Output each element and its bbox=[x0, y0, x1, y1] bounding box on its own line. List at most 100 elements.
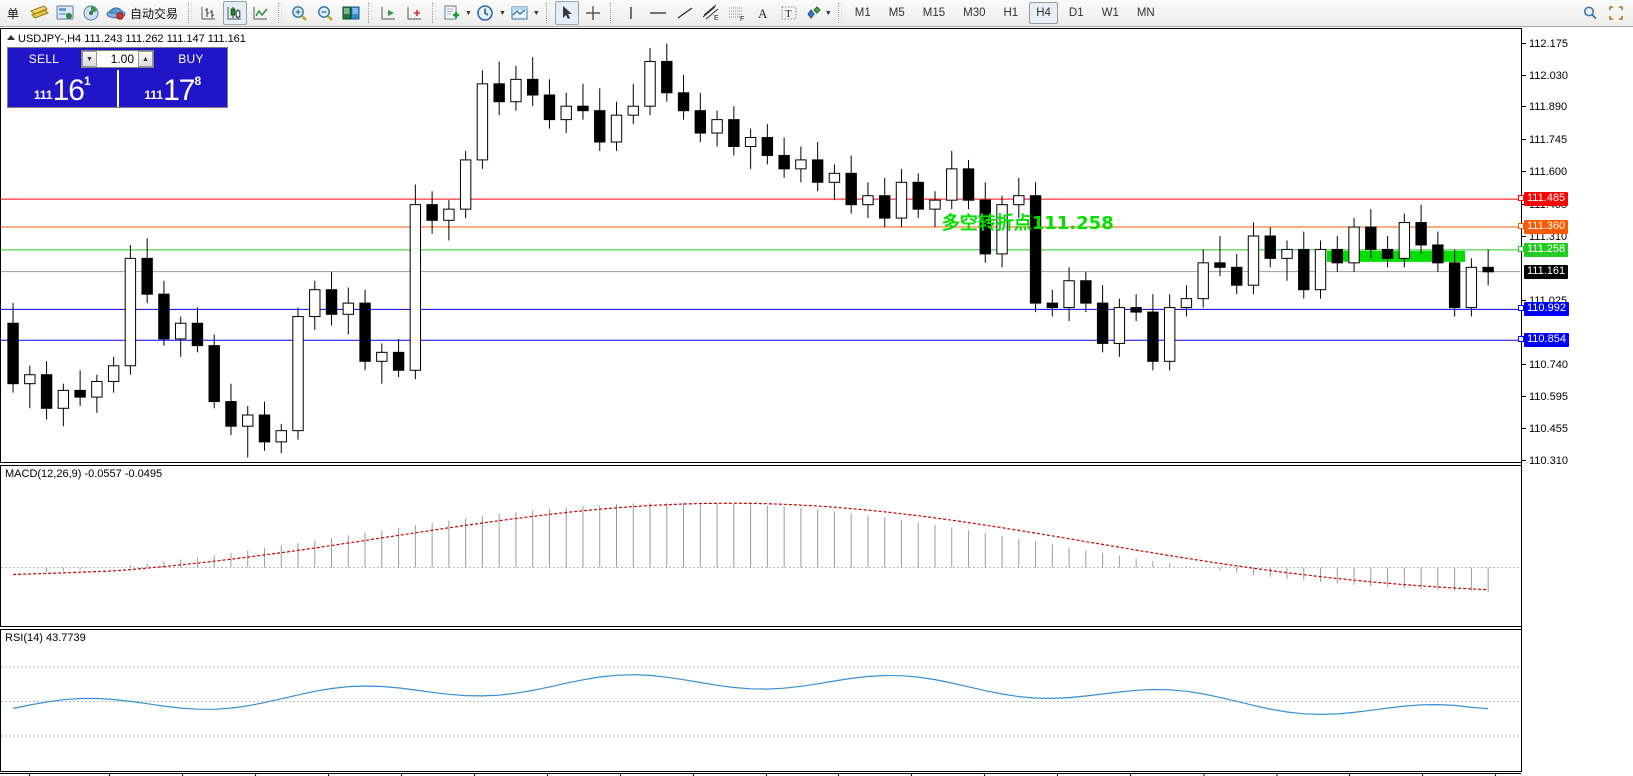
toolbar-separator bbox=[837, 3, 842, 23]
candlestick-chart-icon[interactable] bbox=[223, 1, 248, 25]
bar-chart-icon[interactable] bbox=[197, 1, 221, 25]
one-click-trading-panel[interactable]: SELL ▼ 1.00 ▲ BUY 111 16 1 111 17 8 bbox=[7, 47, 228, 108]
timeframe-m5[interactable]: M5 bbox=[888, 7, 905, 19]
chevron-down-icon[interactable]: ▼ bbox=[498, 9, 506, 17]
navigator-icon[interactable] bbox=[53, 1, 77, 25]
price-tag-last-price-line[interactable]: 111.161 bbox=[1524, 264, 1569, 279]
pivot-annotation: 多空转折点111.258 bbox=[941, 213, 1114, 235]
timeframe-mn[interactable]: MN bbox=[1136, 7, 1155, 19]
price-tick: 111.600 bbox=[1522, 167, 1567, 178]
timeframe-h4[interactable]: H4 bbox=[1029, 2, 1058, 24]
templates-icon[interactable]: ▼ bbox=[509, 1, 541, 25]
price-tick: 111.890 bbox=[1522, 102, 1567, 113]
gold-bars-icon[interactable] bbox=[27, 1, 51, 25]
svg-text:A: A bbox=[758, 6, 768, 21]
horizontal-line-icon[interactable] bbox=[645, 1, 671, 25]
line-handle[interactable] bbox=[1518, 223, 1524, 230]
one-click-price-row: 111 16 1 111 17 8 bbox=[8, 70, 227, 107]
time-scale[interactable]: 22 Feb 201925 Feb 04:0025 Feb 20:0026 Fe… bbox=[0, 773, 1521, 776]
new-order-label: 单 bbox=[6, 6, 19, 21]
price-scale[interactable]: 112.175 112.030 111.890 111.745 111.600 111.4… bbox=[1518, 28, 1633, 772]
macd-plot bbox=[1, 502, 1520, 592]
svg-text:T: T bbox=[785, 8, 792, 20]
timeframe-w1[interactable]: W1 bbox=[1101, 7, 1119, 19]
chart-shift-icon[interactable] bbox=[403, 1, 427, 25]
svg-text:F: F bbox=[740, 16, 744, 22]
clock-icon[interactable]: ▼ bbox=[475, 1, 507, 25]
toolbar-right-group bbox=[1577, 1, 1633, 25]
new-order-button[interactable]: 单 bbox=[1, 1, 25, 25]
macd-label: MACD(12,26,9) -0.0557 -0.0495 bbox=[5, 468, 163, 480]
rsi-plot bbox=[1, 666, 1520, 737]
timeframe-h1[interactable]: H1 bbox=[1003, 7, 1019, 19]
chart-container[interactable]: USDJPY-,H4 111.243 111.262 111.147 111.1… bbox=[0, 27, 1633, 776]
zoom-out-icon[interactable] bbox=[313, 1, 337, 25]
search-icon[interactable] bbox=[1578, 1, 1602, 25]
toolbar-separator bbox=[545, 3, 550, 23]
symbol-text: USDJPY-,H4 bbox=[18, 33, 82, 45]
volume-decrease-button[interactable]: ▼ bbox=[82, 51, 97, 67]
timeframe-m15[interactable]: M15 bbox=[922, 7, 946, 19]
line-handle[interactable] bbox=[1518, 336, 1524, 343]
price-plot bbox=[1, 43, 1520, 458]
price-tag-support-line[interactable]: 110.992 bbox=[1524, 302, 1569, 317]
price-tick: 110.310 bbox=[1522, 456, 1568, 467]
buy-price[interactable]: 111 17 8 bbox=[116, 70, 228, 107]
price-tick: 110.740 bbox=[1522, 359, 1568, 371]
price-tick: 112.175 bbox=[1522, 38, 1568, 50]
zoom-in-icon[interactable] bbox=[287, 1, 311, 25]
timeframe-m1[interactable]: M1 bbox=[854, 7, 871, 19]
price-tick: 110.595 bbox=[1522, 392, 1568, 403]
rsi-label: RSI(14) 43.7739 bbox=[5, 632, 86, 644]
text-label-icon[interactable]: T bbox=[777, 1, 801, 25]
toolbar-separator bbox=[609, 3, 614, 23]
chevron-down-icon[interactable]: ▼ bbox=[465, 9, 472, 17]
crosshair-icon[interactable] bbox=[581, 1, 605, 25]
price-tick: 110.455 bbox=[1522, 423, 1568, 435]
price-tag-resistance-line[interactable]: 111.485 bbox=[1524, 192, 1569, 207]
objects-icon[interactable]: ▼ bbox=[803, 1, 833, 25]
buy-price-lead: 111 bbox=[144, 88, 164, 102]
radar-icon[interactable] bbox=[79, 1, 103, 25]
fullscreen-icon[interactable] bbox=[1604, 1, 1628, 25]
macd-pane[interactable]: MACD(12,26,9) -0.0557 -0.0495 0.35080.00… bbox=[0, 465, 1577, 627]
fibonacci-icon[interactable]: F bbox=[725, 1, 749, 25]
price-tick: 112.030 bbox=[1522, 71, 1568, 82]
timeframe-m30[interactable]: M30 bbox=[963, 7, 986, 19]
timeframe-d1[interactable]: D1 bbox=[1068, 7, 1084, 19]
volume-input[interactable]: 1.00 bbox=[110, 52, 134, 66]
buy-button[interactable]: BUY bbox=[178, 52, 204, 66]
text-a-icon[interactable]: A bbox=[751, 1, 775, 25]
price-tag-resistance-line[interactable]: 111.360 bbox=[1524, 220, 1569, 235]
volume-increase-button[interactable]: ▲ bbox=[138, 51, 153, 67]
sell-button[interactable]: SELL bbox=[28, 52, 60, 66]
auto-trading-button[interactable]: 自动交易 bbox=[105, 1, 183, 25]
chevron-down-icon[interactable]: ▼ bbox=[824, 9, 832, 17]
main-toolbar: 单 bbox=[0, 0, 1633, 27]
indicators-icon[interactable]: ▼ bbox=[441, 1, 473, 25]
tile-windows-icon[interactable] bbox=[339, 1, 363, 25]
line-handle[interactable] bbox=[1518, 245, 1524, 252]
vertical-line-icon[interactable] bbox=[619, 1, 643, 25]
auto-scroll-icon[interactable] bbox=[377, 1, 401, 25]
price-tag-support-line[interactable]: 110.854 bbox=[1524, 333, 1569, 348]
toolbar-separator bbox=[368, 3, 373, 23]
trendline-icon[interactable] bbox=[673, 1, 697, 25]
collapse-triangle-icon[interactable] bbox=[7, 35, 15, 40]
sell-price[interactable]: 111 16 1 bbox=[8, 70, 117, 107]
buy-price-sup: 8 bbox=[194, 74, 202, 88]
price-pane[interactable]: USDJPY-,H4 111.243 111.262 111.147 111.1… bbox=[0, 28, 1521, 463]
rsi-pane[interactable]: RSI(14) 43.7739 100805020 bbox=[0, 629, 1557, 772]
toolbar-separator bbox=[278, 3, 283, 23]
line-handle[interactable] bbox=[1518, 305, 1524, 312]
line-handle[interactable] bbox=[1518, 195, 1524, 202]
chevron-down-icon[interactable]: ▼ bbox=[532, 9, 540, 17]
equidistant-channel-icon[interactable]: E bbox=[699, 1, 723, 25]
ohlc-text: 111.243 111.262 111.147 111.161 bbox=[84, 33, 246, 45]
price-tag-pivot-line[interactable]: 111.258 bbox=[1524, 242, 1569, 257]
line-chart-icon[interactable] bbox=[249, 1, 273, 25]
arrow-cursor-icon[interactable] bbox=[554, 1, 579, 25]
volume-stepper[interactable]: ▼ 1.00 ▲ bbox=[81, 50, 154, 68]
sell-price-lead: 111 bbox=[33, 88, 53, 102]
